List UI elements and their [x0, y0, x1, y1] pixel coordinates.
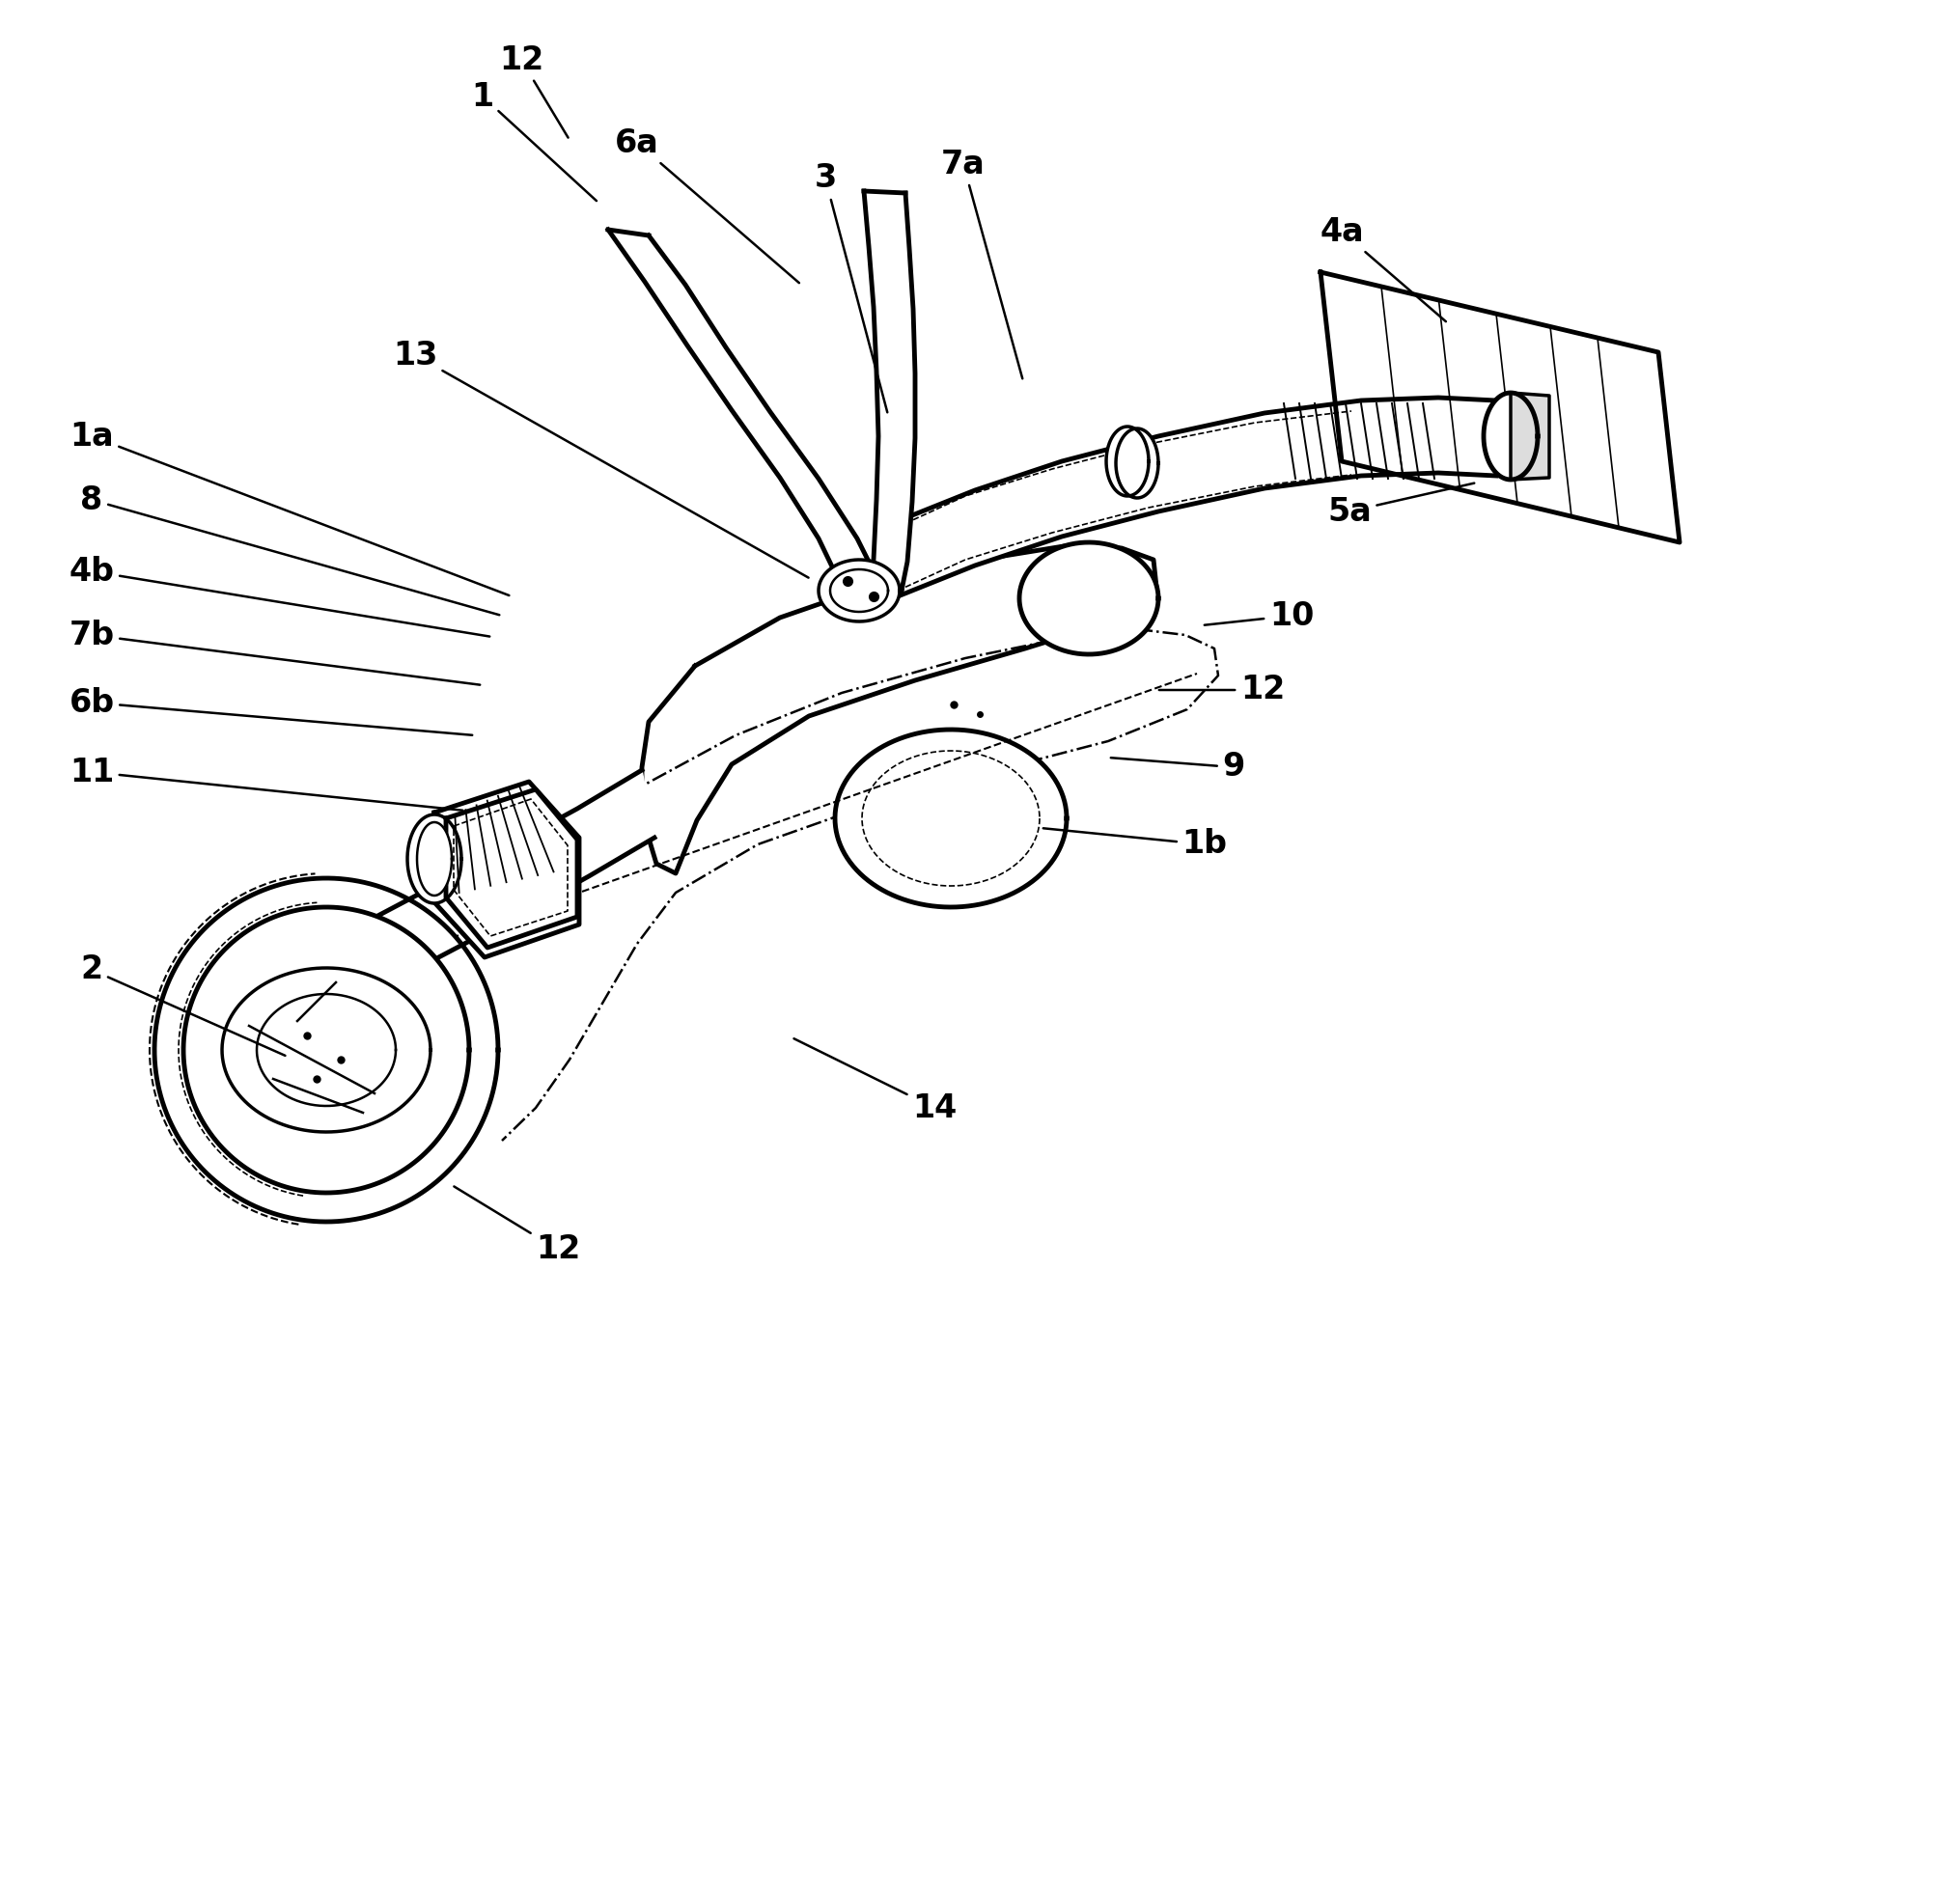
Text: 5a: 5a	[1327, 484, 1475, 527]
Text: 10: 10	[1205, 600, 1314, 632]
Polygon shape	[416, 823, 451, 895]
Text: 14: 14	[794, 1038, 957, 1123]
Text: 12: 12	[498, 44, 568, 137]
Text: 4a: 4a	[1319, 215, 1446, 322]
Polygon shape	[1115, 428, 1158, 499]
Polygon shape	[864, 190, 915, 590]
Text: 12: 12	[453, 1186, 580, 1266]
Text: 11: 11	[70, 756, 463, 811]
Text: 1a: 1a	[70, 421, 510, 596]
Polygon shape	[831, 569, 887, 611]
Text: 8: 8	[80, 484, 500, 615]
Text: 7b: 7b	[68, 619, 481, 685]
Polygon shape	[1510, 392, 1549, 480]
Text: 2: 2	[80, 954, 286, 1055]
Text: 7a: 7a	[942, 149, 1022, 379]
Text: 6a: 6a	[615, 128, 800, 284]
Polygon shape	[407, 815, 461, 902]
Polygon shape	[446, 790, 578, 948]
Polygon shape	[154, 878, 498, 1222]
Text: 1: 1	[471, 80, 597, 200]
Text: 13: 13	[393, 339, 808, 577]
Polygon shape	[222, 967, 430, 1133]
Text: 3: 3	[813, 162, 887, 413]
Polygon shape	[1321, 272, 1679, 543]
Text: 1b: 1b	[1043, 828, 1228, 861]
Polygon shape	[269, 769, 654, 1043]
Polygon shape	[835, 729, 1066, 906]
Polygon shape	[1020, 543, 1158, 655]
Polygon shape	[819, 560, 899, 621]
Polygon shape	[1483, 392, 1537, 480]
Text: 12: 12	[1160, 674, 1284, 706]
Polygon shape	[1105, 426, 1148, 497]
Text: 4b: 4b	[68, 556, 490, 636]
Text: 9: 9	[1111, 752, 1245, 783]
Text: 6b: 6b	[68, 687, 473, 735]
Polygon shape	[183, 906, 469, 1192]
Polygon shape	[607, 230, 880, 586]
Polygon shape	[434, 783, 580, 958]
Polygon shape	[897, 398, 1496, 596]
Polygon shape	[642, 545, 1156, 874]
